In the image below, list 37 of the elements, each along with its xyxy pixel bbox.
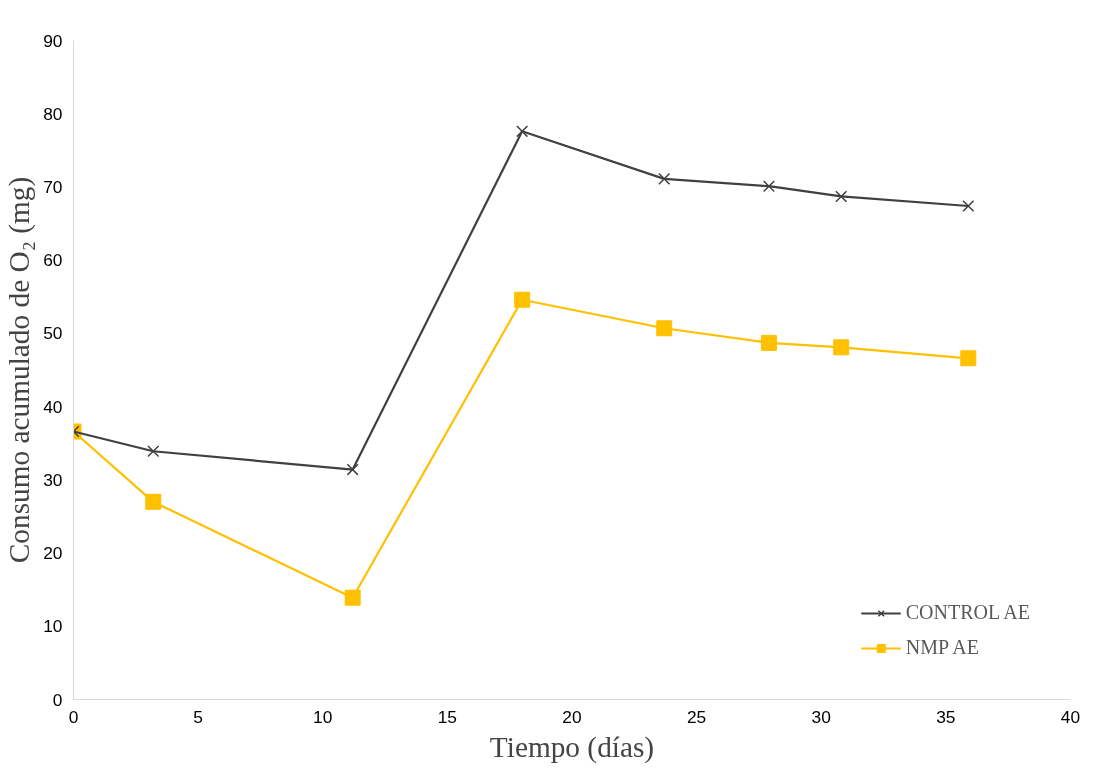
point	[514, 291, 531, 308]
point	[516, 125, 529, 138]
point	[346, 463, 359, 476]
legend-label: CONTROL AE	[905, 601, 1030, 624]
point	[835, 190, 848, 203]
x-tick-label: 25	[686, 706, 707, 727]
point	[344, 589, 361, 606]
point	[658, 172, 671, 185]
x-tick-label: 5	[193, 706, 203, 727]
point	[762, 180, 775, 193]
x-tick-label: 15	[437, 706, 458, 727]
x-tick-label: 0	[68, 706, 79, 727]
x-tick-label: 20	[562, 706, 582, 727]
y-tick-label: 90	[43, 30, 63, 51]
x-tick-label: 40	[1060, 706, 1081, 727]
y-axis-title: Consumo acumulado de O₂ (mg)	[3, 176, 37, 564]
y-tick-label: 80	[43, 103, 63, 124]
point	[145, 493, 162, 510]
y-tick-label: 10	[43, 616, 63, 637]
x-tick-label: 35	[936, 706, 956, 727]
y-tick-label: 70	[43, 176, 63, 197]
point	[960, 350, 977, 367]
y-tick-label: 40	[43, 396, 63, 417]
point	[147, 445, 160, 458]
y-tick-label: 60	[43, 250, 63, 271]
point	[656, 320, 673, 337]
x-tick-label: 30	[811, 706, 831, 727]
y-tick-label: 30	[43, 469, 63, 490]
point	[962, 199, 975, 213]
point	[833, 339, 850, 356]
y-tick-label: 50	[43, 323, 63, 344]
legend-label: NMP AE	[905, 636, 979, 659]
x-axis-title: Tiempo (días)	[489, 730, 655, 764]
y-tick-label: 20	[43, 543, 63, 564]
x-tick-label: 10	[313, 706, 333, 727]
point	[760, 334, 777, 351]
y-tick-label: 0	[52, 689, 63, 710]
